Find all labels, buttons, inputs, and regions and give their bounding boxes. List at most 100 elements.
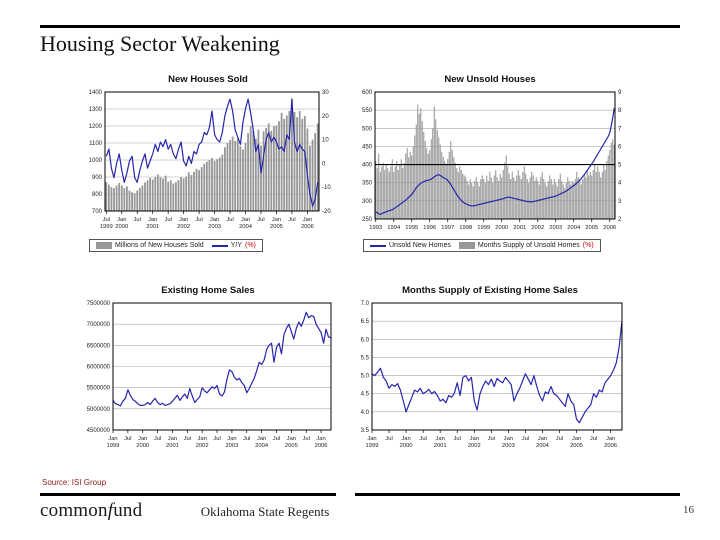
svg-text:10: 10 (322, 138, 329, 144)
svg-text:1999: 1999 (477, 225, 490, 231)
chart-legend: Millions of New Houses Sold Y/Y (%) (89, 239, 263, 252)
svg-text:4.0: 4.0 (361, 410, 370, 416)
svg-text:Jul: Jul (257, 217, 264, 223)
svg-text:6.5: 6.5 (361, 319, 370, 325)
chart-title: New Houses Sold (168, 74, 248, 85)
footer-center-text: Oklahoma State Regents (200, 504, 330, 519)
chart-plot-area: 700 800 900 1000 1100 1200 1300 1400 -20 -10 0 10 20… (75, 87, 341, 237)
page-title: Housing Sector Weakening (40, 31, 280, 56)
chart-title: New Unsold Houses (444, 74, 536, 85)
svg-text:4500000: 4500000 (87, 428, 111, 434)
chart-canvas: 700 800 900 1000 1100 1200 1300 1400 -20 -10 0 10 20… (89, 90, 332, 230)
svg-text:1400: 1400 (89, 90, 103, 96)
legend-suffix: (%) (582, 242, 594, 249)
svg-text:Jul: Jul (303, 436, 310, 442)
svg-text:5500000: 5500000 (87, 386, 111, 392)
svg-text:2001: 2001 (513, 225, 526, 231)
svg-text:5.5: 5.5 (361, 355, 370, 361)
svg-text:Jul: Jul (385, 436, 392, 442)
svg-text:Jul: Jul (184, 436, 191, 442)
chart-title: Months Supply of Existing Home Sales (402, 285, 578, 296)
chart-legend: Unsold New Homes Months Supply of Unsold … (363, 239, 601, 252)
legend-item: Millions of New Houses Sold (96, 242, 204, 249)
svg-text:0: 0 (322, 161, 326, 167)
legend-label: Y/Y (230, 242, 242, 249)
svg-text:5000000: 5000000 (87, 407, 111, 413)
svg-text:Jul: Jul (134, 217, 141, 223)
svg-text:600: 600 (362, 90, 373, 96)
svg-text:7.0: 7.0 (361, 301, 370, 307)
footer-divider-right (355, 493, 680, 496)
svg-text:400: 400 (362, 163, 373, 169)
svg-text:500: 500 (362, 126, 373, 132)
svg-text:Jul: Jul (590, 436, 597, 442)
svg-text:-20: -20 (322, 209, 331, 215)
svg-text:550: 550 (362, 108, 373, 114)
svg-text:350: 350 (362, 181, 373, 187)
page-number: 16 (683, 504, 694, 516)
legend-label: Millions of New Houses Sold (115, 242, 204, 249)
svg-text:2005: 2005 (585, 225, 598, 231)
chart-plot-area: 250 300 350 400 450 500 550 600 2 3 4 5 6 7 8 9 1993 1994… (349, 87, 631, 237)
svg-text:Jul: Jul (288, 217, 295, 223)
chart-title: Existing Home Sales (161, 285, 255, 296)
svg-text:Jul: Jul (154, 436, 161, 442)
svg-text:Jul: Jul (243, 436, 250, 442)
chart-new-houses-sold: New Houses Sold 700 800 900 1000 1100 1200 130… (75, 74, 341, 252)
svg-text:6: 6 (618, 144, 622, 150)
svg-text:1100: 1100 (89, 141, 103, 147)
svg-text:2004: 2004 (567, 225, 581, 231)
svg-text:450: 450 (362, 144, 373, 150)
svg-text:1994: 1994 (387, 225, 401, 231)
svg-text:Jul: Jul (419, 436, 426, 442)
legend-suffix: (%) (245, 242, 256, 249)
svg-text:3: 3 (618, 199, 622, 205)
svg-text:1000: 1000 (89, 158, 103, 164)
legend-item: Months Supply of Unsold Homes (%) (458, 242, 594, 249)
svg-text:Jul: Jul (195, 217, 202, 223)
chart-canvas: 250 300 350 400 450 500 550 600 2 3 4 5 6 7 8 9 1993 1994… (362, 90, 622, 231)
top-divider (40, 25, 680, 28)
chart-plot-area: 3.5 4.0 4.5 5.0 5.5 6.0 6.5 7.0 Jan 1999 Jul Jan 200… (348, 298, 632, 456)
svg-text:8: 8 (618, 108, 622, 114)
svg-text:Jul: Jul (124, 436, 131, 442)
brand-text: und (113, 500, 143, 521)
svg-text:3.5: 3.5 (361, 428, 370, 434)
svg-text:1300: 1300 (89, 107, 103, 113)
svg-text:6000000: 6000000 (87, 365, 111, 371)
svg-text:Jul: Jul (488, 436, 495, 442)
svg-text:Jul: Jul (454, 436, 461, 442)
svg-text:Jul: Jul (273, 436, 280, 442)
legend-item: Unsold New Homes (370, 242, 451, 249)
legend-label: Months Supply of Unsold Homes (477, 242, 580, 249)
brand-text: common (40, 500, 108, 521)
legend-line-swatch (211, 244, 228, 247)
chart-canvas: 3.5 4.0 4.5 5.0 5.5 6.0 6.5 7.0 Jan 1999 Jul Jan 200… (361, 301, 623, 449)
svg-text:30: 30 (322, 90, 329, 96)
svg-text:7: 7 (618, 126, 622, 132)
svg-text:2002: 2002 (531, 225, 544, 231)
commonfund-logo: commonfund (40, 500, 142, 522)
svg-text:900: 900 (92, 175, 103, 181)
svg-text:Jul: Jul (226, 217, 233, 223)
svg-text:1993: 1993 (369, 225, 382, 231)
svg-text:5.0: 5.0 (361, 374, 370, 380)
svg-text:-10: -10 (322, 185, 331, 191)
svg-text:2006: 2006 (603, 225, 616, 231)
legend-label: Unsold New Homes (389, 242, 451, 249)
chart-plot-area: 4500000 5000000 5500000 6000000 6500000 70000… (75, 298, 341, 456)
svg-text:2000: 2000 (495, 225, 508, 231)
chart-existing-home-sales: Existing Home Sales 4500000 5000000 550000… (75, 285, 341, 456)
